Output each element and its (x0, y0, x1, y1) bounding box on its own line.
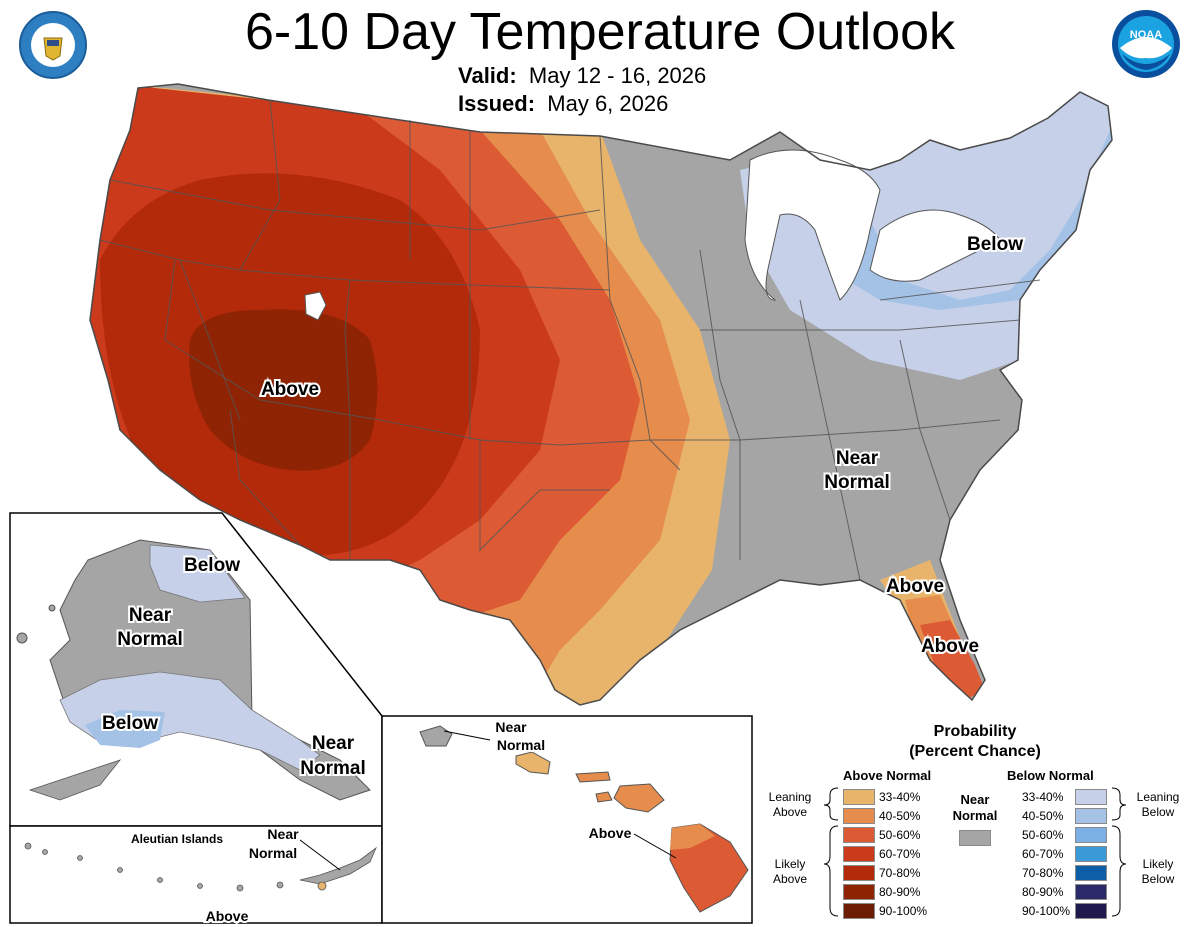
legend-leaning-above: Leaning Above (760, 790, 820, 820)
legend-above-bin-swatch (843, 884, 875, 900)
legend-below-bin-label: 60-70% (1022, 847, 1064, 861)
state-boundaries (99, 99, 1041, 581)
legend-above-bin-swatch (843, 903, 875, 919)
legend-below-bin-label: 50-60% (1022, 828, 1064, 842)
leaning-above-line-1: Leaning (768, 790, 812, 804)
leaning-below-line-2: Below (1141, 805, 1175, 819)
florida-above-label-1: Above (886, 576, 944, 597)
legend-below-header: Below Normal (1007, 768, 1094, 783)
aleutian-title-label: Aleutian Islands (131, 832, 223, 846)
aleutian-near-label-1: Near (267, 826, 299, 842)
legend-below-bin-label: 40-50% (1022, 809, 1064, 823)
issued-value: May 6, 2026 (547, 91, 669, 116)
hawaii-near-label-1: Near (495, 719, 527, 735)
likely-above-line-2: Above (772, 872, 808, 886)
alaska-near-label-2: Normal (117, 629, 182, 650)
legend-below-bin-swatch (1075, 808, 1107, 824)
noaa-logo-text: NOAA (1130, 29, 1162, 41)
aleutian-islands (24, 842, 377, 892)
hawaii-near-label-2: Normal (497, 737, 545, 753)
aleutian-inset-frame (9, 825, 383, 924)
alaska-below-north-label: Below (184, 555, 240, 576)
legend-likely-above: Likely Above (760, 857, 820, 887)
legend-above-bin-label: 33-40% (879, 790, 921, 804)
legend-above-bin-label: 80-90% (879, 885, 921, 899)
legend-below-bin-swatch (1075, 846, 1107, 862)
legend-below-bin-label: 80-90% (1022, 885, 1064, 899)
legend-above-bin-label: 70-80% (879, 866, 921, 880)
legend-above-bin-label: 60-70% (879, 847, 921, 861)
valid-value: May 12 - 16, 2026 (528, 63, 707, 88)
alaska-map (16, 539, 371, 801)
near-normal-line-2: Normal (952, 808, 998, 823)
legend-near-normal-swatch (959, 830, 991, 846)
noaa-logo: NOAA (1112, 10, 1180, 78)
aleutian-near-label-2: Normal (249, 845, 297, 861)
conus-near-label-2: Normal (824, 472, 889, 493)
legend-above-bin-swatch (843, 846, 875, 862)
legend-below-bin-label: 70-80% (1022, 866, 1064, 880)
legend-above-header: Above Normal (843, 768, 932, 783)
likely-below-line-2: Below (1141, 872, 1175, 886)
legend-above-bin-label: 50-60% (879, 828, 921, 842)
legend-below-bin-label: 90-100% (1022, 904, 1071, 918)
legend-below-bin-swatch (1075, 884, 1107, 900)
alaska-below-south-label: Below (102, 713, 158, 734)
legend-below-bin-label: 33-40% (1022, 790, 1064, 804)
florida-above-label-2: Above (921, 636, 979, 657)
legend-near-normal: Near Normal (945, 792, 1005, 824)
legend-below-bin-swatch (1075, 865, 1107, 881)
map-title: 6-10 Day Temperature Outlook (244, 3, 956, 61)
legend-title-line-1: Probability (933, 723, 1017, 740)
commerce-seal-logo (19, 11, 87, 79)
legend-likely-below: Likely Below (1128, 857, 1188, 887)
legend-above-bin-swatch (843, 865, 875, 881)
conus-near-label-1: Near (836, 448, 879, 469)
near-normal-line-1: Near (960, 792, 990, 807)
legend-below-bin-swatch (1075, 827, 1107, 843)
alaska-panhandle-near-label-2: Normal (300, 758, 365, 779)
alaska-near-label-1: Near (129, 605, 172, 626)
issued-label: Issued: (458, 91, 536, 116)
legend-below-bin-swatch (1075, 789, 1107, 805)
legend-above-bin-label: 40-50% (879, 809, 921, 823)
conus-above-label: Above (261, 379, 319, 400)
legend-leaning-below: Leaning Below (1128, 790, 1188, 820)
valid-label: Valid: (458, 63, 517, 88)
legend-below-bin-swatch (1075, 903, 1107, 919)
legend-above-bin-swatch (843, 789, 875, 805)
legend-above-bin-swatch (843, 808, 875, 824)
aleutian-above-label: Above (206, 908, 249, 924)
alaska-panhandle-near-label-1: Near (312, 733, 355, 754)
legend-above-bin-label: 90-100% (879, 904, 928, 918)
hawaii-above-label: Above (589, 825, 632, 841)
legend-title-line-2: (Percent Chance) (909, 743, 1041, 760)
likely-below-line-1: Likely (1142, 857, 1174, 871)
legend-braces (823, 787, 1127, 917)
hawaii-islands (419, 725, 749, 913)
conus-outline (89, 83, 1113, 706)
leaning-below-line-1: Leaning (1136, 790, 1180, 804)
leaning-above-line-2: Above (772, 805, 808, 819)
legend-above-bin-swatch (843, 827, 875, 843)
valid-line: Valid: May 12 - 16, 2026 (458, 62, 706, 90)
issued-line: Issued: May 6, 2026 (458, 90, 668, 118)
legend-title: Probability (Percent Chance) (850, 722, 1100, 762)
likely-above-line-1: Likely (774, 857, 806, 871)
conus-below-label: Below (967, 234, 1023, 255)
